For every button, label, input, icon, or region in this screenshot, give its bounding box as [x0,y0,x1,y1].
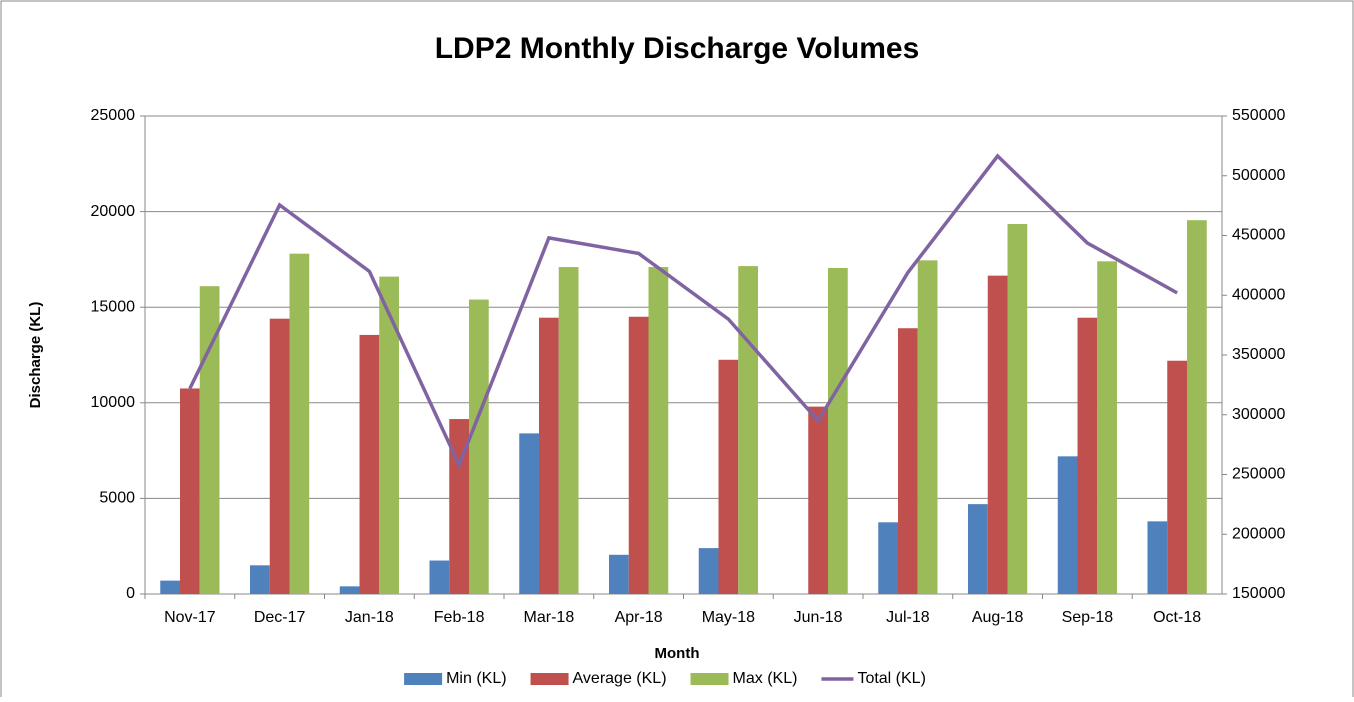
bar [359,334,380,594]
bar [558,267,579,594]
bar [609,554,629,594]
bar [827,268,848,594]
legend-key [404,673,443,685]
y2-tick-label: 200000 [1232,525,1285,542]
x-tick-label: Jan-18 [345,609,394,626]
y-tick-label: 15000 [91,298,136,315]
bar [1186,220,1207,595]
y2-tick-label: 350000 [1232,346,1285,363]
legend-label: Total (KL) [857,670,925,687]
x-tick-label: Nov-17 [164,609,216,626]
bar [160,580,181,594]
y2-tick-label: 550000 [1232,107,1285,124]
legend-label: Average (KL) [573,670,667,687]
bar [250,565,270,594]
y2-tick-label: 300000 [1232,406,1285,423]
bar [1057,456,1078,594]
bar [987,275,1008,594]
legend-label: Max (KL) [733,670,798,687]
x-tick-label: Mar-18 [524,609,575,626]
x-tick-label: Jun-18 [794,609,843,626]
bar [917,260,938,594]
x-tick-label: May-18 [702,609,755,626]
bar [379,276,399,594]
bar [449,419,469,594]
x-tick-label: Aug-18 [972,609,1024,626]
bar [519,433,540,594]
y-axis-title: Discharge (KL) [27,302,44,409]
bar [468,299,489,594]
bar [1167,360,1187,594]
legend-key [530,673,569,685]
bar [339,586,360,594]
x-tick-label: Oct-18 [1153,609,1201,626]
legend-label: Min (KL) [446,670,506,687]
bar [199,286,220,594]
x-tick-label: Dec-17 [254,609,306,626]
line [188,153,1178,470]
y-tick-label: 25000 [91,107,136,124]
y2-tick-label: 450000 [1232,227,1285,244]
y-tick-label: 10000 [91,394,136,411]
y2-tick-label: 400000 [1232,286,1285,303]
y-tick-label: 5000 [99,490,135,507]
bar [180,388,200,594]
y-tick-label: 0 [126,585,135,602]
bar [648,267,669,594]
bar [878,522,899,594]
legend-key [690,673,729,685]
bar [968,504,988,594]
x-tick-label: Feb-18 [434,609,485,626]
bar [1147,521,1168,594]
bar [289,253,310,594]
bar [698,548,719,594]
bar [738,266,758,594]
x-tick-label: Jul-18 [886,609,930,626]
bar [269,318,290,594]
chart-title: LDP2 Monthly Discharge Volumes [435,32,920,65]
bar [429,560,450,594]
y-tick-label: 20000 [91,203,136,220]
bar [539,317,559,594]
bar [1007,224,1028,594]
x-tick-label: Sep-18 [1062,609,1114,626]
bar [1077,317,1098,594]
bar [898,328,918,594]
y2-tick-label: 150000 [1232,585,1285,602]
y2-tick-label: 250000 [1232,466,1285,483]
bar [718,359,739,594]
bar [1097,261,1117,594]
x-tick-label: Apr-18 [615,609,663,626]
bar [628,316,649,594]
y2-tick-label: 500000 [1232,167,1285,184]
x-axis-title: Month [655,645,700,662]
bar [808,406,828,594]
